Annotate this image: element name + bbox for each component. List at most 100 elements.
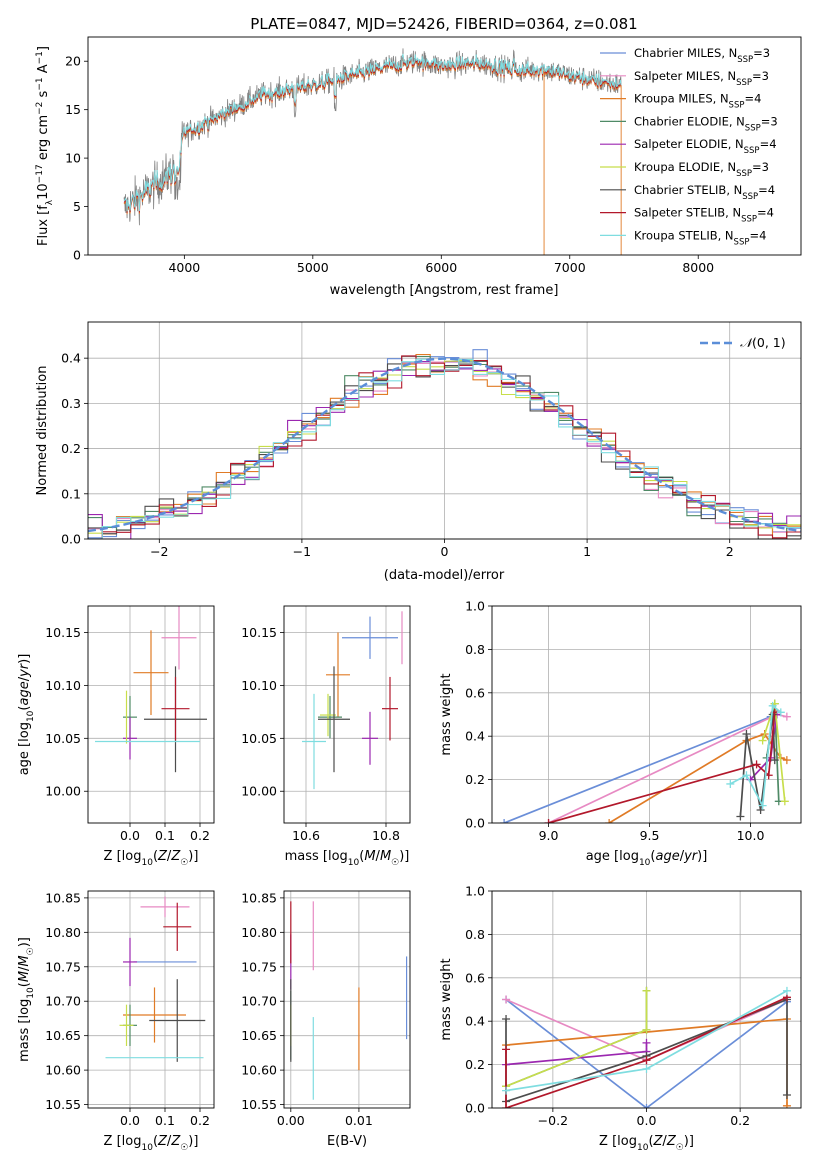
x-axis-label: mass [log10(M/M☉)] <box>285 849 410 868</box>
x-axis-label: Z [log10(Z/Z☉)] <box>104 849 199 868</box>
y-tick-label: 0.2 <box>465 1057 485 1072</box>
legend-entry: Chabrier MILES, NSSP=3 <box>634 46 770 65</box>
x-tick-label: 0.01 <box>345 1113 373 1128</box>
weight-line <box>548 713 788 823</box>
y-tick-label: 10.85 <box>45 890 81 905</box>
plot-area <box>302 611 403 790</box>
y-tick-label: 10.75 <box>45 959 81 974</box>
model-spectrum-line <box>123 56 622 215</box>
legend-entry: Salpeter STELIB, NSSP=4 <box>634 206 774 225</box>
legend-entry: Salpeter MILES, NSSP=3 <box>634 69 769 88</box>
axes-frame <box>87 605 215 824</box>
y-tick-label: 10.85 <box>241 890 277 905</box>
weight-marker <box>502 1104 511 1108</box>
figure-title: PLATE=0847, MJD=52426, FIBERID=0364, z=0… <box>250 15 637 33</box>
weight-marker <box>642 1038 651 1047</box>
weight-marker <box>642 986 651 995</box>
errorbar-point <box>326 632 350 718</box>
x-tick-label: 0 <box>441 544 449 559</box>
weight-marker <box>502 1015 511 1024</box>
weight-line <box>505 998 788 1108</box>
axes-frame <box>491 605 802 824</box>
weight-marker <box>782 1090 791 1099</box>
y-axis-label: mass weight <box>439 958 454 1040</box>
y-tick-label: 10.55 <box>241 1097 277 1112</box>
y-tick-label: 0.2 <box>465 772 485 787</box>
y-tick-label: 0.6 <box>465 970 485 985</box>
x-tick-label: 7000 <box>554 260 586 275</box>
errorbar-point <box>161 676 190 741</box>
y-tick-label: 0.0 <box>465 816 485 831</box>
x-axis-label: wavelength [Angstrom, rest frame] <box>330 283 559 298</box>
y-tick-label: 10.10 <box>241 678 277 693</box>
x-tick-label: 0.1 <box>155 1113 175 1128</box>
y-tick-label: 20 <box>65 54 81 69</box>
y-tick-label: 10.55 <box>45 1097 81 1112</box>
x-axis-label: Z [log10(Z/Z☉)] <box>599 1134 694 1153</box>
legend-entry: Chabrier STELIB, NSSP=4 <box>634 183 775 202</box>
weight-vs-metallicity-panel: −0.2 0.0 0.2 0.0 0.2 0.4 0.6 0.8 1.0 Z [log10(Z/Z… <box>439 884 802 1153</box>
x-tick-label: 0.2 <box>190 828 210 843</box>
axes-frame <box>87 36 802 256</box>
weight-marker <box>726 779 735 788</box>
weight-marker <box>605 819 614 823</box>
x-axis-label: (data-model)/error <box>384 568 505 583</box>
weight-marker <box>502 1086 511 1095</box>
x-tick-label: −2 <box>150 544 168 559</box>
weight-marker <box>768 701 777 710</box>
x-tick-label: 0.00 <box>277 1113 305 1128</box>
errorbar-point <box>302 693 326 790</box>
weight-line <box>548 712 776 823</box>
y-tick-label: 10.05 <box>45 731 81 746</box>
y-axis-label: Flux [fλ10−17 erg cm−2 s−1 A−1] <box>35 46 55 246</box>
y-tick-label: 10.80 <box>45 925 81 940</box>
y-tick-label: 0.0 <box>61 532 81 547</box>
x-tick-label: 0.2 <box>190 1113 210 1128</box>
y-tick-label: 0.1 <box>61 486 81 501</box>
weight-marker <box>756 805 765 814</box>
weight-marker <box>776 708 785 717</box>
normal-distribution-curve <box>88 357 801 533</box>
errorbar-point <box>119 1004 134 1046</box>
y-tick-label: 10.70 <box>45 994 81 1009</box>
legend-entry: 𝒩(0, 1) <box>740 335 786 350</box>
y-tick-label: 10.10 <box>45 678 81 693</box>
errorbar-point <box>149 979 206 1062</box>
legend-entry: Chabrier ELODIE, NSSP=3 <box>634 114 778 133</box>
y-tick-label: 0.4 <box>465 1014 485 1029</box>
errorbar-point <box>163 902 192 951</box>
y-tick-label: 10.70 <box>241 994 277 1009</box>
legend-entry: Kroupa MILES, NSSP=4 <box>634 92 761 111</box>
y-tick-label: 10.00 <box>45 784 81 799</box>
errorbar-point <box>123 937 137 987</box>
plot-area <box>123 48 622 255</box>
residual-histogram-panel: −2 −1 0 1 2 0.0 0.1 0.2 0.3 0.4 (data-model)/error… <box>35 321 802 583</box>
y-tick-label: 0.0 <box>465 1101 485 1116</box>
x-tick-label: 6000 <box>425 260 457 275</box>
y-tick-label: 10.00 <box>241 784 277 799</box>
x-tick-label: 0.0 <box>120 828 140 843</box>
axes-frame <box>283 605 411 824</box>
y-tick-label: 1.0 <box>465 599 485 614</box>
weight-marker <box>642 1056 651 1065</box>
x-tick-label: 9.5 <box>640 828 660 843</box>
weight-marker <box>758 801 767 810</box>
errorbar-point <box>342 616 398 659</box>
y-tick-label: 10.65 <box>241 1028 277 1043</box>
y-tick-label: 0.4 <box>61 351 81 366</box>
errorbar-point <box>140 896 190 918</box>
x-tick-label: 0.0 <box>637 1113 657 1128</box>
x-tick-label: 4000 <box>168 260 200 275</box>
y-tick-label: 0.3 <box>61 396 81 411</box>
errorbar-point <box>318 666 350 773</box>
weight-marker <box>502 1045 511 1054</box>
y-tick-label: 0.6 <box>465 685 485 700</box>
x-tick-label: 10.8 <box>372 828 400 843</box>
x-tick-label: 2 <box>726 544 734 559</box>
y-tick-label: 15 <box>65 102 81 117</box>
y-tick-label: 5 <box>73 199 81 214</box>
x-tick-label: 10.6 <box>292 828 320 843</box>
y-axis-label: mass [log10(M/M☉)] <box>17 937 36 1062</box>
legend-entry: Kroupa ELODIE, NSSP=3 <box>634 160 769 179</box>
y-tick-label: 10.75 <box>241 959 277 974</box>
